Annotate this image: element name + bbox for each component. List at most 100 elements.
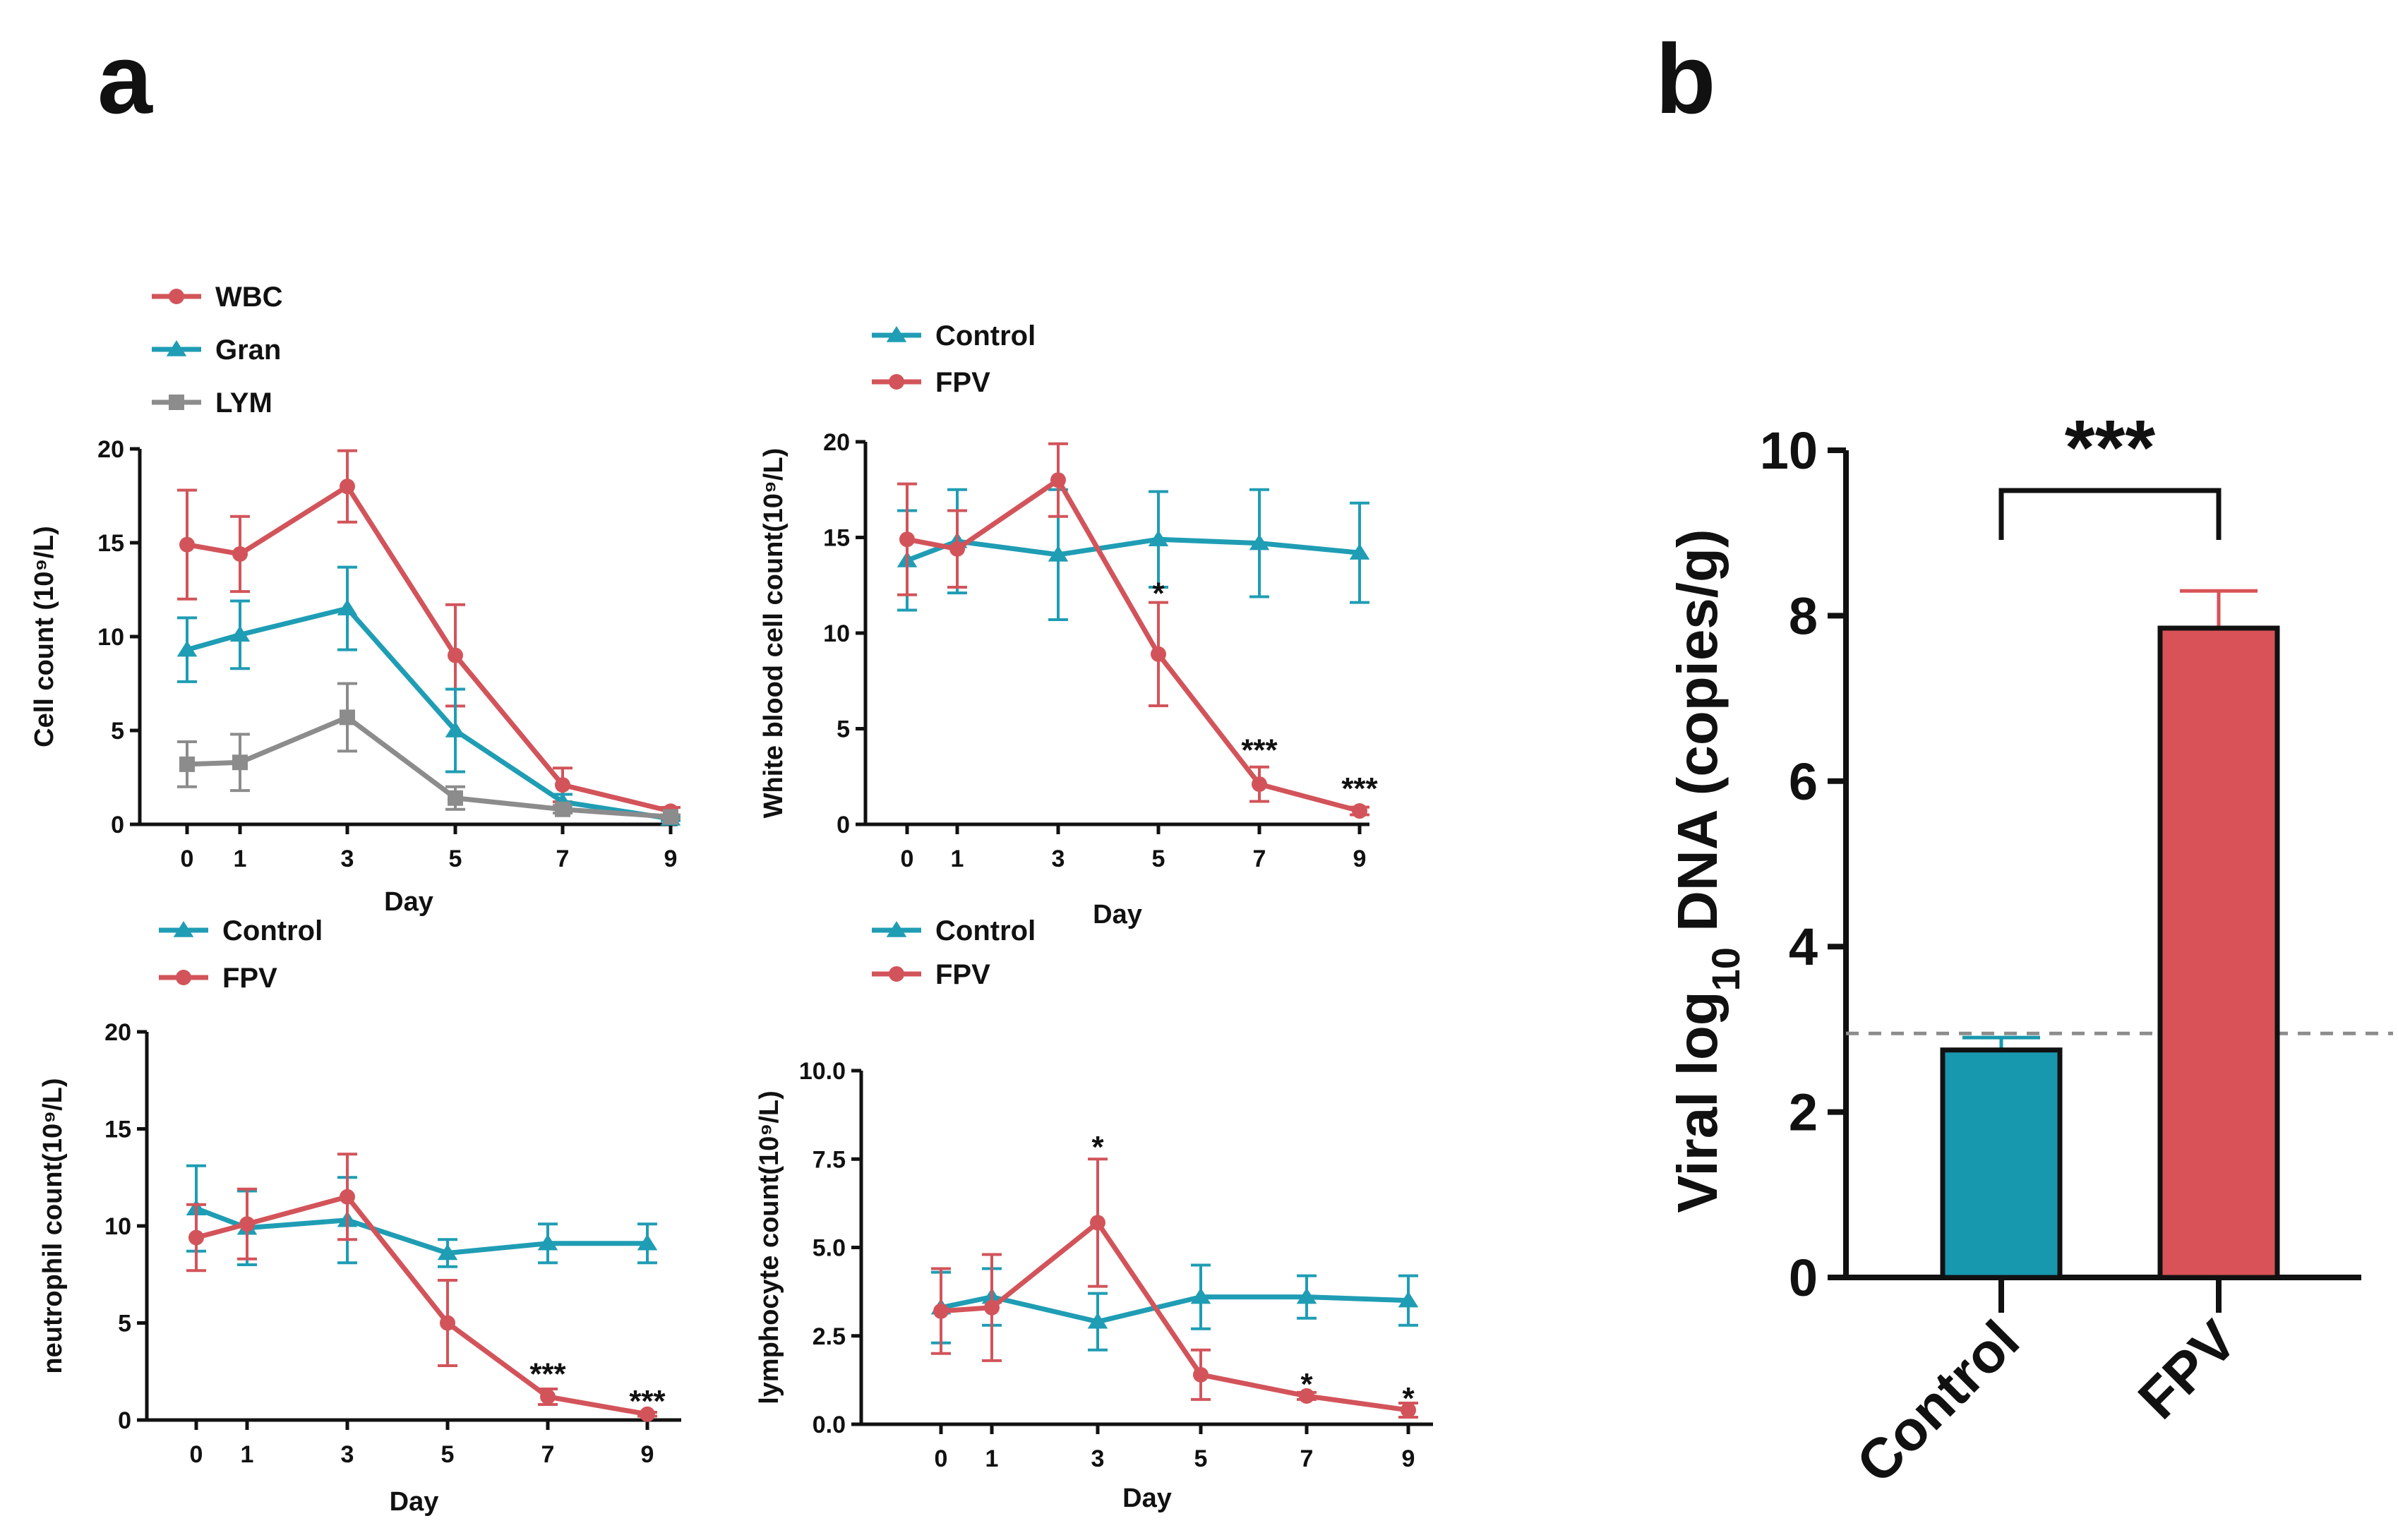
series-fpv: [897, 442, 1369, 819]
y-axis-title: lymphocyte count(10⁹/L): [755, 1090, 784, 1404]
legend-label: Control: [935, 320, 1036, 351]
data-point: [1087, 1312, 1108, 1329]
y-tick-label: 6: [1789, 752, 1818, 811]
significance-label: ***: [1241, 733, 1278, 768]
data-point: [448, 647, 463, 663]
data-point: [540, 1389, 556, 1404]
series-line: [940, 1294, 1409, 1325]
series-line: [906, 477, 1360, 814]
data-point: [555, 801, 570, 817]
data-point: [663, 809, 678, 825]
panel-label-a: a: [97, 23, 153, 134]
series-fpv: [931, 1157, 1418, 1419]
data-point: [437, 1244, 458, 1261]
x-tick-label: FPV: [2126, 1309, 2248, 1431]
x-tick-label: 9: [664, 846, 678, 872]
legend-entry-control: Control: [872, 320, 1036, 351]
data-point: [984, 1299, 1000, 1316]
y-tick-label: 0: [118, 1407, 131, 1434]
data-point: [640, 1406, 655, 1422]
data-point: [949, 541, 965, 557]
x-tick-label: 1: [234, 846, 247, 872]
data-point: [637, 1234, 658, 1251]
significance-label: *: [1152, 576, 1165, 610]
y-tick-label: 15: [823, 525, 850, 552]
series-line: [906, 536, 1360, 563]
y-tick-label: 4: [1789, 918, 1818, 976]
data-point: [445, 721, 466, 738]
significance-bracket: [1998, 488, 2222, 540]
data-point: [1299, 1388, 1314, 1404]
legend-label: FPV: [222, 963, 277, 994]
y-tick-label: 15: [97, 530, 124, 557]
series-line: [186, 483, 671, 814]
bar-fpv: [2157, 625, 2280, 1280]
significance-label: *: [1300, 1367, 1313, 1402]
series-control: [897, 488, 1370, 622]
chart-lymphocyte-count: 0.0 2.5 5.0 7.5 10.0 0 1 3 5 7 9 Day lymphocyte coun…: [755, 915, 1433, 1513]
data-point: [340, 709, 355, 726]
legend-label: Control: [222, 915, 323, 946]
chart-white-blood-cell-count: 0 5 10 15 20 0 1 3 5 7 9 Day White blood cell count(…: [759, 320, 1379, 930]
x-tick-label: 3: [1091, 1445, 1105, 1472]
x-tick-label: 9: [1402, 1445, 1415, 1472]
data-point: [179, 756, 195, 772]
y-axis-title: Viral log10 DNA (copies/g): [1666, 529, 1748, 1213]
legend-marker: [166, 340, 187, 356]
series-lym: [177, 682, 681, 825]
significance-label: ***: [2065, 404, 2156, 491]
data-point: [1151, 646, 1166, 662]
y-axis-title: White blood cell count(10⁹/L): [759, 448, 789, 819]
data-point: [1401, 1402, 1416, 1418]
y-tick-label: 0: [837, 812, 850, 838]
x-tick-label: 9: [641, 1441, 654, 1468]
y-tick-label: 5.0: [813, 1235, 846, 1262]
y-tick-label: 2.5: [813, 1323, 846, 1350]
legend-entry-control: Control: [159, 915, 323, 946]
legend-entry-lym: LYM: [152, 387, 272, 419]
legend-marker: [169, 395, 184, 410]
legend-marker: [889, 966, 904, 982]
data-point: [188, 1229, 204, 1246]
data-point: [232, 754, 248, 771]
chart-cell-count: 0 5 10 15 20 0 1 3 5 7 9 Day Cell count (10⁹/L) WBC Gr…: [30, 282, 681, 917]
data-point: [337, 599, 358, 615]
data-point: [179, 536, 195, 553]
y-tick-label: 20: [97, 436, 124, 463]
data-point: [229, 625, 251, 642]
x-axis-title: Day: [384, 887, 433, 917]
x-tick-label: 7: [1253, 846, 1266, 872]
legend-marker: [169, 289, 184, 304]
x-tick-label: 3: [341, 1441, 354, 1468]
series-line: [195, 1205, 647, 1256]
legend-label: Gran: [215, 335, 281, 366]
y-tick-label: 10: [104, 1213, 131, 1240]
x-tick-label: 0: [935, 1445, 948, 1472]
x-tick-label: 0: [181, 846, 194, 872]
x-tick-label: 1: [951, 846, 964, 872]
significance-label: ***: [629, 1384, 666, 1419]
x-tick-label: 7: [541, 1441, 555, 1468]
x-tick-label: 3: [1052, 846, 1065, 872]
y-axis-title: neutrophil count(10⁹/L): [38, 1078, 68, 1373]
y-tick-label: 2: [1789, 1083, 1818, 1142]
y-tick-label: 5: [837, 716, 850, 743]
legend-label: Control: [935, 915, 1036, 946]
x-tick-label: 0: [190, 1441, 203, 1468]
x-tick-label: 5: [1152, 846, 1165, 872]
series-line: [940, 1220, 1409, 1413]
x-tick-label: 5: [441, 1441, 455, 1468]
data-point: [440, 1315, 455, 1331]
bar-control: [1940, 1047, 2063, 1280]
y-tick-label: 5: [111, 718, 124, 745]
legend-label: FPV: [935, 959, 990, 990]
y-tick-label: 20: [104, 1019, 131, 1046]
series-control: [186, 1164, 658, 1268]
y-tick-label: 10: [97, 624, 124, 651]
legend-entry-fpv: FPV: [159, 963, 277, 994]
data-point: [1190, 1287, 1211, 1304]
legend-marker: [889, 374, 904, 390]
x-tick-label: 3: [341, 846, 354, 872]
series-line: [186, 714, 671, 819]
data-point: [1296, 1287, 1317, 1304]
